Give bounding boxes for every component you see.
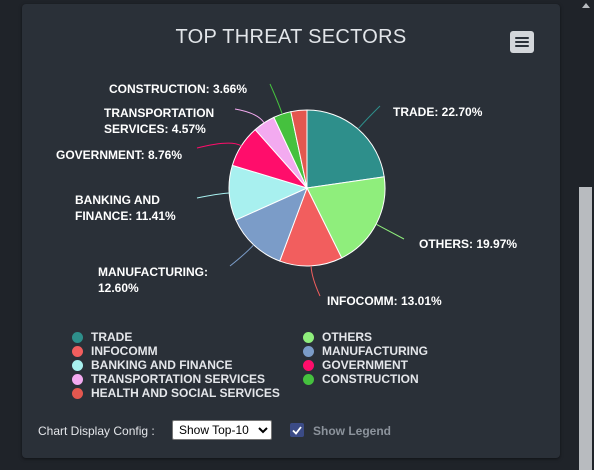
callout-label-construction: CONSTRUCTION: 3.66%	[109, 82, 247, 96]
legend-item-infocomm[interactable]: INFOCOMM	[72, 344, 158, 358]
legend-dot-icon	[72, 359, 83, 371]
scroll-thumb[interactable]	[579, 187, 592, 470]
legend-dot-icon	[72, 387, 83, 399]
legend-label: TRANSPORTATION SERVICES	[91, 372, 266, 386]
chart-title: TOP THREAT SECTORS	[175, 26, 407, 48]
legend-label: CONSTRUCTION	[322, 372, 419, 386]
checkmark-icon	[292, 426, 302, 435]
legend-dot-icon	[72, 331, 83, 343]
legend-item-banking-and-finance[interactable]: BANKING AND FINANCE	[72, 358, 233, 372]
legend-item-trade[interactable]: TRADE	[72, 330, 132, 344]
legend-item-manufacturing[interactable]: MANUFACTURING	[303, 344, 428, 358]
legend-label: MANUFACTURING	[322, 344, 428, 358]
callout-line	[310, 265, 321, 297]
page-scrollbar[interactable]	[577, 0, 594, 470]
legend-dot-icon	[303, 373, 314, 385]
callout-label-government: GOVERNMENT: 8.76%	[56, 148, 182, 162]
legend-item-others[interactable]: OTHERS	[303, 330, 372, 344]
scroll-up-arrow-icon[interactable]	[582, 3, 590, 8]
callout-label-infocomm: INFOCOMM: 13.01%	[327, 294, 442, 308]
legend-dot-icon	[303, 359, 314, 371]
callout-label-trade: TRADE: 22.70%	[393, 105, 483, 119]
chart-display-config-label: Chart Display Config :	[38, 424, 155, 438]
callout-line	[196, 192, 230, 199]
callout-label-banking-and-finance: BANKING AND FINANCE: 11.41%	[75, 193, 176, 223]
legend-label: HEALTH AND SOCIAL SERVICES	[91, 386, 280, 400]
pie-slice-manufacturing[interactable]	[235, 187, 308, 262]
legend-item-government[interactable]: GOVERNMENT	[303, 358, 408, 372]
legend-item-transportation-services[interactable]: TRANSPORTATION SERVICES	[72, 372, 265, 386]
pie-slice-infocomm[interactable]	[279, 186, 343, 267]
legend-dot-icon	[303, 345, 314, 357]
legend-item-construction[interactable]: CONSTRUCTION	[303, 372, 419, 386]
legend-label: OTHERS	[322, 330, 373, 344]
hamburger-menu-icon[interactable]	[510, 31, 534, 53]
pie-slice-health-and-social-services[interactable]	[290, 109, 308, 189]
pie-slice-trade[interactable]	[306, 109, 385, 189]
legend-item-health-and-social-services[interactable]: HEALTH AND SOCIAL SERVICES	[72, 386, 280, 400]
chart-card: TOP THREAT SECTORS TRADE: 22.70% OTHERS: …	[22, 4, 560, 458]
show-legend-checkbox[interactable]	[290, 423, 304, 437]
legend-label: BANKING AND FINANCE	[91, 358, 233, 372]
callout-label-manufacturing: MANUFACTURING: 12.60%	[98, 265, 208, 295]
callout-label-others: OTHERS: 19.97%	[419, 237, 517, 251]
callout-line	[234, 108, 265, 124]
callout-line	[229, 244, 255, 267]
pie-chart: TRADE: 22.70% OTHERS: 19.97% INFOCOMM: 13.…	[56, 82, 517, 308]
callout-line	[196, 142, 242, 149]
chart-display-config-select[interactable]: Show Top-10	[172, 420, 272, 440]
callout-label-transportation-services: TRANSPORTATION SERVICES: 4.57%	[104, 106, 214, 136]
callout-line	[357, 105, 381, 130]
legend-dot-icon	[72, 373, 83, 385]
legend-dot-icon	[303, 331, 314, 343]
callout-line	[269, 83, 283, 115]
legend-dot-icon	[72, 345, 83, 357]
show-legend-label: Show Legend	[313, 424, 391, 438]
legend-label: GOVERNMENT	[322, 358, 409, 372]
callout-line	[375, 223, 405, 240]
legend-label: TRADE	[91, 330, 133, 344]
legend-label: INFOCOMM	[91, 344, 158, 358]
